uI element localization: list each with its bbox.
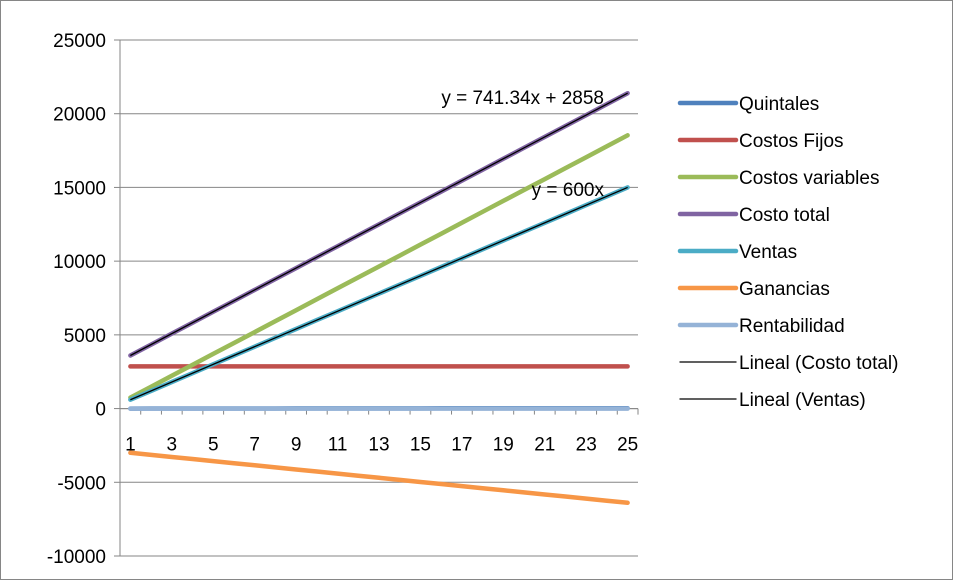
legend-item: Costo total bbox=[677, 205, 830, 226]
x-tick-label: 11 bbox=[328, 435, 348, 456]
series-line-costos-variables bbox=[128, 133, 630, 400]
x-tick-label: 7 bbox=[249, 435, 260, 456]
legend-item: Costos variables bbox=[677, 168, 879, 189]
legend: Quintales Costos Fijos Costos variables Cos… bbox=[677, 94, 898, 411]
series-line-ganancias bbox=[128, 450, 630, 506]
legend-item: Lineal (Costo total) bbox=[679, 353, 898, 374]
legend-item: Costos Fijos bbox=[677, 131, 844, 152]
legend-label: Ganancias bbox=[739, 279, 830, 300]
y-tick-label: 0 bbox=[95, 400, 106, 421]
x-tick-label: 13 bbox=[368, 435, 389, 456]
x-tick-label: 19 bbox=[493, 435, 514, 456]
y-tick-label: 20000 bbox=[53, 105, 106, 126]
x-tick-label: 9 bbox=[291, 435, 302, 456]
legend-label: Quintales bbox=[739, 94, 819, 115]
y-tick-label: 25000 bbox=[53, 31, 106, 52]
legend-item: Quintales bbox=[677, 94, 819, 115]
legend-item: Ventas bbox=[677, 242, 797, 263]
y-tick-label: -5000 bbox=[57, 473, 106, 494]
legend-label: Costo total bbox=[739, 205, 830, 226]
y-tick-label: 5000 bbox=[64, 326, 106, 347]
trendline-costo-total bbox=[130, 92, 628, 357]
legend-item: Rentabilidad bbox=[677, 316, 845, 337]
trend-labels: y = 741.34x + 2858 y = 600x bbox=[441, 88, 604, 201]
legend-label: Ventas bbox=[739, 242, 797, 263]
x-tick-label: 5 bbox=[208, 435, 219, 456]
x-tick-label: 25 bbox=[617, 435, 638, 456]
x-tick-label: 17 bbox=[451, 435, 472, 456]
y-tick-label: 15000 bbox=[53, 178, 106, 199]
x-tick-label: 23 bbox=[576, 435, 597, 456]
y-tick-label: 10000 bbox=[53, 252, 106, 273]
trendline-ventas bbox=[130, 186, 628, 401]
trendline-equation-label: y = 741.34x + 2858 bbox=[441, 88, 604, 109]
y-axis: 25000 20000 15000 10000 5000 0 -5000 -10000 bbox=[47, 31, 121, 568]
x-tick-label: 3 bbox=[167, 435, 178, 456]
legend-item: Ganancias bbox=[677, 279, 830, 300]
legend-label: Costos Fijos bbox=[739, 131, 844, 152]
legend-item: Lineal (Ventas) bbox=[679, 390, 866, 411]
trendline-equation-label: y = 600x bbox=[532, 180, 605, 201]
legend-label: Lineal (Costo total) bbox=[739, 353, 898, 374]
legend-label: Lineal (Ventas) bbox=[739, 390, 866, 411]
legend-label: Rentabilidad bbox=[739, 316, 845, 337]
y-tick-label: -10000 bbox=[47, 547, 106, 568]
x-tick-label: 15 bbox=[410, 435, 431, 456]
trend-lines bbox=[130, 92, 628, 401]
legend-label: Costos variables bbox=[739, 168, 879, 189]
x-tick-label: 1 bbox=[125, 435, 136, 456]
x-tick-label: 21 bbox=[534, 435, 555, 456]
